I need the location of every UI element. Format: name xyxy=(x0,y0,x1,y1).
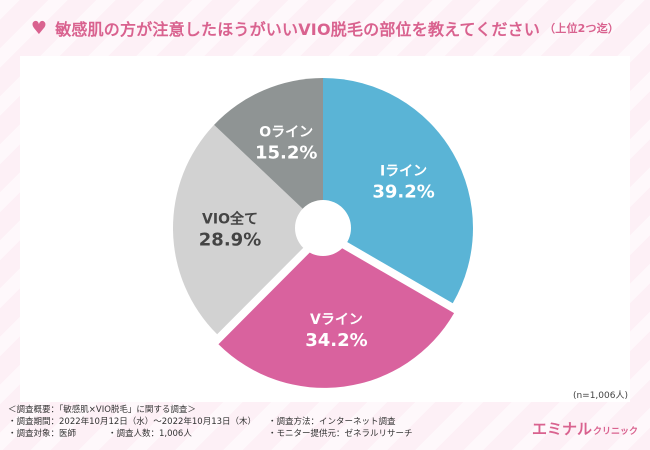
pie-slice-i-line xyxy=(323,78,474,304)
pie-slice-o-line xyxy=(214,78,323,228)
heart-icon: ♥ xyxy=(30,17,48,39)
slice-label-vio-all: VIO全て xyxy=(202,210,258,227)
survey-period: ・調査期間：2022年10月12日（水）～2022年10月13日（木） xyxy=(8,417,257,427)
chart-title-bar: ♥ 敏感肌の方が注意したほうがいいVIO脱毛の部位を教えてください （上位2つ迄… xyxy=(0,0,650,56)
chart-title-suffix: （上位2つ迄） xyxy=(544,22,620,35)
chart-title: 敏感肌の方が注意したほうがいいVIO脱毛の部位を教えてください xyxy=(55,20,541,39)
slice-label-o-line: Oライン xyxy=(259,125,313,141)
survey-footer: ＜調査概要：「敏感肌×VIO脱毛」に関する調査＞ ・調査期間：2022年10月1… xyxy=(8,404,413,440)
slice-value-vio-all: 28.9% xyxy=(199,229,261,250)
brand-logo: エミナルクリニック xyxy=(532,418,638,439)
pie-slice-vio-all xyxy=(173,124,323,335)
slice-label-v-line: Vライン xyxy=(310,312,363,328)
survey-provider: ・モニター提供元：ゼネラルリサーチ xyxy=(268,429,413,439)
survey-method: ・調査方法：インターネット調査 xyxy=(268,417,396,427)
brand-main: エミナル xyxy=(531,420,592,438)
slice-value-v-line: 34.2% xyxy=(305,330,367,351)
pie-slice-v-line xyxy=(218,237,455,388)
pie-center-hole xyxy=(295,200,351,256)
slice-value-o-line: 15.2% xyxy=(255,143,317,164)
survey-count: ・調査人数：1,006人 xyxy=(108,429,192,439)
slice-label-i-line: Iライン xyxy=(380,164,427,180)
slice-value-i-line: 39.2% xyxy=(372,182,434,203)
sample-size: (n=1,006人) xyxy=(572,391,628,401)
survey-target: ・調査対象：医師 xyxy=(8,429,77,439)
brand-small: クリニック xyxy=(592,427,638,437)
survey-heading: ＜調査概要：「敏感肌×VIO脱毛」に関する調査＞ xyxy=(8,405,196,415)
